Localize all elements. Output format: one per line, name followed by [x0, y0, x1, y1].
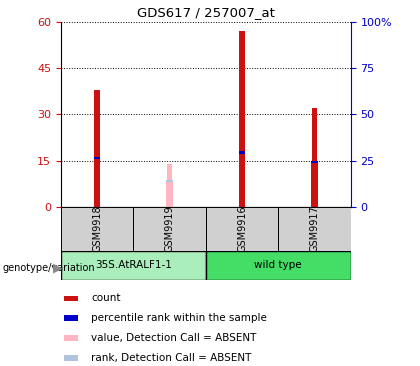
Text: value, Detection Call = ABSENT: value, Detection Call = ABSENT — [91, 333, 257, 343]
Text: genotype/variation: genotype/variation — [2, 263, 95, 273]
Text: percentile rank within the sample: percentile rank within the sample — [91, 313, 267, 323]
Bar — [166, 183, 173, 207]
Bar — [65, 315, 78, 321]
Bar — [206, 251, 351, 280]
Bar — [311, 161, 318, 207]
Bar — [94, 157, 100, 207]
Bar — [65, 296, 78, 301]
Bar — [239, 152, 245, 207]
Bar — [311, 163, 318, 207]
Bar — [278, 207, 351, 251]
Text: wild type: wild type — [255, 260, 302, 270]
Bar — [65, 355, 78, 361]
Title: GDS617 / 257007_at: GDS617 / 257007_at — [137, 6, 275, 19]
Bar — [167, 164, 173, 207]
Bar — [94, 159, 100, 207]
Text: GSM9919: GSM9919 — [165, 205, 175, 252]
Text: GSM9916: GSM9916 — [237, 205, 247, 252]
Bar — [166, 180, 173, 207]
Text: GSM9918: GSM9918 — [92, 205, 102, 252]
Bar — [65, 335, 78, 341]
Text: count: count — [91, 294, 121, 303]
Text: 35S.AtRALF1-1: 35S.AtRALF1-1 — [95, 260, 172, 270]
Bar — [239, 31, 245, 207]
Bar — [312, 108, 318, 207]
Bar — [134, 207, 206, 251]
Bar — [239, 154, 245, 207]
Text: GSM9917: GSM9917 — [310, 205, 320, 252]
Bar — [206, 207, 278, 251]
Text: rank, Detection Call = ABSENT: rank, Detection Call = ABSENT — [91, 353, 252, 363]
Bar — [61, 207, 134, 251]
Bar — [94, 90, 100, 207]
Bar — [61, 251, 206, 280]
Text: ▶: ▶ — [52, 261, 62, 274]
